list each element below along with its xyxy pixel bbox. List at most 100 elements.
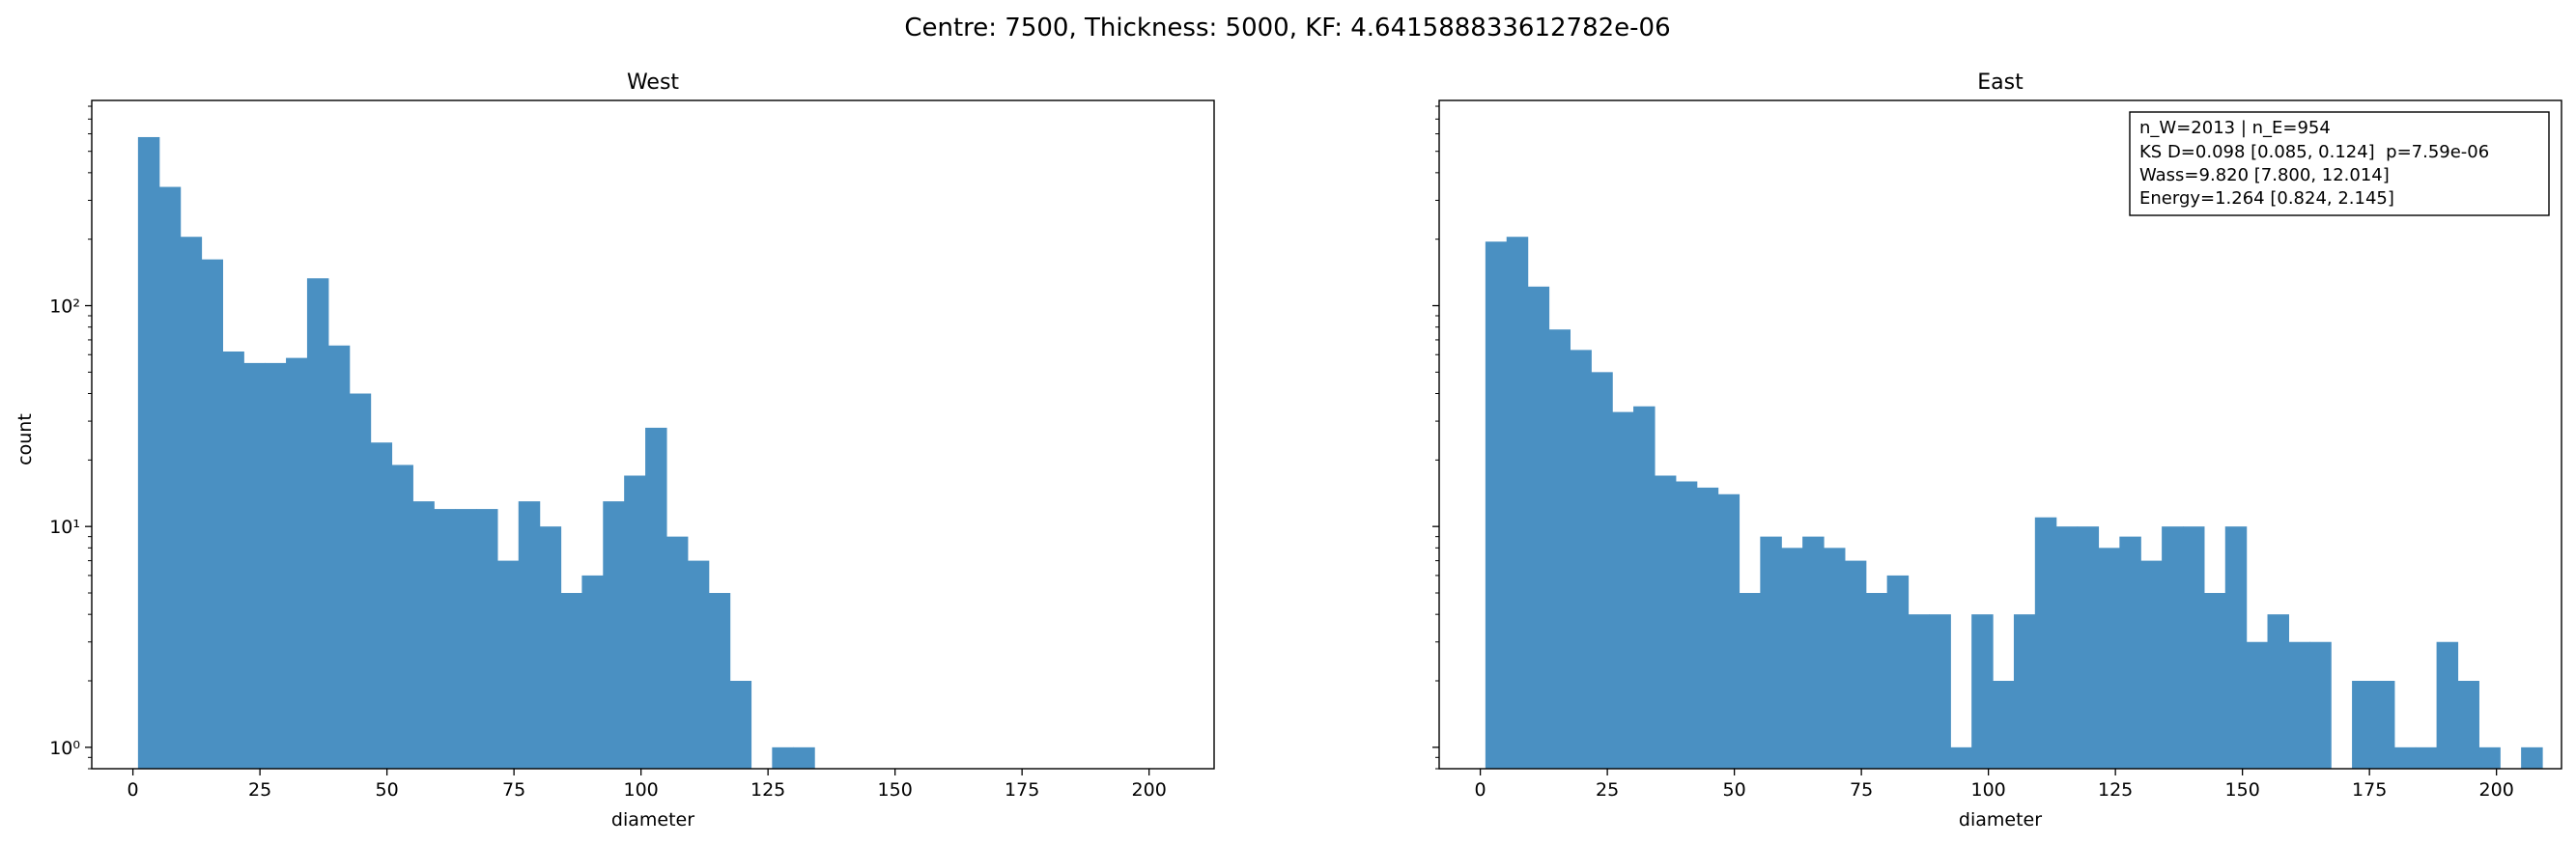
east-xtick-label: 25 [1596, 779, 1619, 801]
west-xtick-label: 150 [878, 779, 913, 801]
west-axes-frame [91, 99, 1215, 770]
east-xtick-label: 150 [2225, 779, 2260, 801]
west-bar [306, 278, 329, 769]
west-bar [518, 501, 541, 769]
stats-annotation-box: n_W=2013 | n_E=954 KS D=0.098 [0.085, 0.… [2129, 111, 2550, 216]
west-ytick-label: 10¹ [49, 517, 80, 538]
west-bar [412, 501, 435, 769]
east-bar [2034, 517, 2057, 769]
west-xtick-label: 200 [1132, 779, 1167, 801]
west-bar [687, 560, 710, 769]
east-title: East [1977, 70, 2024, 95]
east-bar [2055, 526, 2079, 769]
east-xtick-label: 50 [1723, 779, 1746, 801]
west-xtick-label: 175 [1005, 779, 1039, 801]
east-bar [1886, 575, 1910, 769]
east-bar [1823, 548, 1846, 769]
east-xtick-label: 0 [1475, 779, 1486, 801]
west-bar [201, 259, 223, 769]
west-bar [222, 351, 244, 769]
east-bar [2457, 681, 2479, 769]
east-bar [1527, 286, 1550, 769]
west-ytick-label: 10⁰ [49, 738, 80, 759]
east-axes: East diameter 0 25 50 75 100 125 150 175 200 n_W… [1432, 70, 2562, 831]
east-xtick-label: 100 [1971, 779, 2006, 801]
east-bar [2521, 746, 2543, 769]
east-bar [2203, 593, 2226, 769]
east-bar [1844, 560, 1867, 769]
east-bar [2352, 681, 2374, 769]
east-bar [2478, 746, 2501, 769]
west-bar [793, 746, 815, 769]
stats-box-frame [2129, 111, 2550, 216]
east-bar [1865, 593, 1888, 769]
east-bar [1633, 406, 1656, 769]
west-xtick-label: 25 [248, 779, 271, 801]
east-bar [1591, 372, 1613, 769]
west-bar [539, 526, 562, 769]
west-bar [645, 427, 667, 769]
east-xtick-label: 200 [2479, 779, 2514, 801]
stats-line-wass: Wass=9.820 [7.800, 12.014] [2139, 165, 2390, 185]
east-bar [1950, 746, 1972, 769]
east-bar [2246, 641, 2269, 769]
east-bar [1802, 536, 1825, 769]
west-bar [455, 509, 477, 769]
east-bar [2393, 746, 2417, 769]
stats-line-counts: n_W=2013 | n_E=954 [2139, 118, 2331, 138]
stats-line-ks: KS D=0.098 [0.085, 0.124] p=7.59e-06 [2139, 142, 2489, 162]
east-xtick-label: 175 [2352, 779, 2387, 801]
west-xtick-label: 100 [624, 779, 659, 801]
east-bar [2013, 614, 2036, 769]
west-bar [603, 501, 625, 769]
west-xlabel: diameter [611, 809, 694, 831]
west-bar [391, 465, 413, 769]
east-bar [2436, 641, 2459, 769]
east-bar [2267, 614, 2290, 769]
east-bar [2372, 681, 2395, 769]
east-bar [2183, 526, 2205, 769]
east-bar [1548, 329, 1571, 769]
figure-suptitle: Centre: 7500, Thickness: 5000, KF: 4.641… [904, 14, 1670, 42]
east-bar [1696, 487, 1719, 769]
west-bar [496, 560, 520, 769]
west-bar [327, 345, 351, 769]
west-bar [708, 593, 731, 769]
east-bar [2162, 526, 2184, 769]
west-xtick-label: 50 [376, 779, 399, 801]
east-bar [2224, 526, 2248, 769]
east-bar [2098, 548, 2120, 769]
east-bar [2140, 560, 2163, 769]
east-bar [1717, 493, 1741, 769]
east-bar [1781, 548, 1803, 769]
west-title: West [627, 70, 679, 95]
west-bar [286, 357, 308, 769]
west-bar [243, 362, 266, 769]
east-xtick-label: 125 [2098, 779, 2133, 801]
west-bar [665, 536, 689, 769]
west-bar [370, 442, 393, 769]
east-xlabel: diameter [1959, 809, 2042, 831]
west-ytick-label: 10² [49, 296, 80, 318]
east-bar [2288, 641, 2310, 769]
east-bar [1739, 593, 1761, 769]
east-bar [2077, 526, 2100, 769]
west-bar [265, 362, 287, 769]
west-ticks: 0 25 50 75 100 125 150 175 200 10⁰ 10¹ 10² [49, 105, 1167, 801]
east-bar [1675, 481, 1698, 769]
west-bar [772, 746, 794, 769]
stats-line-energy: Energy=1.264 [0.824, 2.145] [2139, 188, 2394, 209]
east-bar [1506, 237, 1529, 770]
west-bar [624, 475, 646, 769]
west-bar [349, 393, 372, 769]
west-bar [729, 681, 752, 769]
east-axes-frame [1438, 99, 2562, 770]
west-bar [137, 136, 160, 769]
west-bar [158, 186, 182, 770]
east-bar [2415, 746, 2438, 769]
east-bar [1760, 536, 1782, 769]
east-bar [1971, 614, 1994, 769]
east-bar [1993, 681, 2015, 769]
east-bar [2309, 641, 2332, 769]
